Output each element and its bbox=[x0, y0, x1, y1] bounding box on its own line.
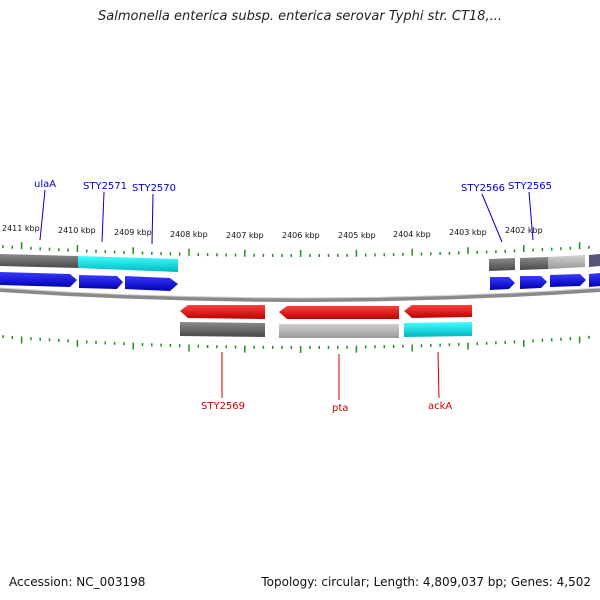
tick-label: 2408 kbp bbox=[170, 230, 208, 239]
tick-label: 2405 kbp bbox=[338, 231, 376, 240]
gene-arrow-forward bbox=[79, 275, 123, 289]
accession-label: Accession: NC_003198 bbox=[9, 575, 146, 589]
gene-label-pta: pta bbox=[332, 403, 348, 414]
bottom-gene-leaders bbox=[221, 351, 440, 400]
gene-label-ulaA: ulaA bbox=[34, 179, 56, 190]
feature-bar-cyan bbox=[78, 256, 178, 272]
ruler-ticks-top bbox=[2, 242, 590, 257]
ruler-labels: 2411 kbp 2410 kbp 2409 kbp 2408 kbp 2407… bbox=[2, 224, 543, 240]
feature-bar-dark bbox=[520, 257, 548, 270]
gene-label-sty2566: STY2566 bbox=[461, 183, 505, 194]
top-gene-leaders bbox=[39, 189, 534, 245]
gene-arrow-forward bbox=[589, 273, 600, 287]
tick-label: 2411 kbp bbox=[2, 224, 40, 233]
forward-gene-arrows bbox=[0, 272, 600, 291]
tick-label: 2406 kbp bbox=[282, 231, 320, 240]
gene-arrow-reverse bbox=[279, 306, 399, 319]
gene-label-ackA: ackA bbox=[428, 401, 452, 412]
tick-label: 2404 kbp bbox=[393, 230, 431, 239]
page-title: Salmonella enterica subsp. enterica sero… bbox=[98, 9, 502, 24]
bottom-feature-track bbox=[180, 322, 472, 338]
gene-arrow-forward bbox=[520, 276, 547, 289]
tick-label: 2407 kbp bbox=[226, 231, 264, 240]
genome-backbone bbox=[0, 288, 600, 302]
top-gene-labels: ulaA STY2571 STY2570 STY2566 STY2565 bbox=[34, 179, 552, 194]
feature-bar-dark bbox=[489, 258, 515, 271]
feature-bar-dark bbox=[589, 254, 600, 267]
feature-bar-light bbox=[279, 324, 399, 338]
gene-label-sty2571: STY2571 bbox=[83, 181, 127, 192]
gene-arrow-forward bbox=[490, 277, 515, 290]
top-feature-track bbox=[0, 254, 600, 272]
gene-label-sty2565: STY2565 bbox=[508, 181, 552, 192]
gene-arrow-forward bbox=[125, 276, 178, 291]
ruler-ticks-bottom bbox=[2, 335, 590, 353]
gene-arrow-reverse bbox=[404, 305, 472, 318]
feature-bar-dark bbox=[180, 322, 265, 337]
feature-bar-cyan bbox=[404, 322, 472, 337]
feature-bar-light bbox=[548, 255, 585, 269]
reverse-gene-arrows bbox=[180, 305, 472, 319]
tick-label: 2409 kbp bbox=[114, 228, 152, 237]
gene-label-sty2569: STY2569 bbox=[201, 401, 245, 412]
tick-label: 2403 kbp bbox=[449, 228, 487, 237]
gene-arrow-forward bbox=[550, 274, 586, 287]
tick-label: 2410 kbp bbox=[58, 226, 96, 235]
gene-arrow-reverse bbox=[180, 305, 265, 319]
feature-bar-dark bbox=[0, 254, 78, 268]
tick-label: 2402 kbp bbox=[505, 226, 543, 235]
bottom-gene-labels: STY2569 pta ackA bbox=[201, 401, 452, 414]
gene-label-sty2570: STY2570 bbox=[132, 183, 176, 194]
topology-summary: Topology: circular; Length: 4,809,037 bp… bbox=[261, 575, 591, 589]
gene-arrow-forward bbox=[0, 272, 77, 287]
